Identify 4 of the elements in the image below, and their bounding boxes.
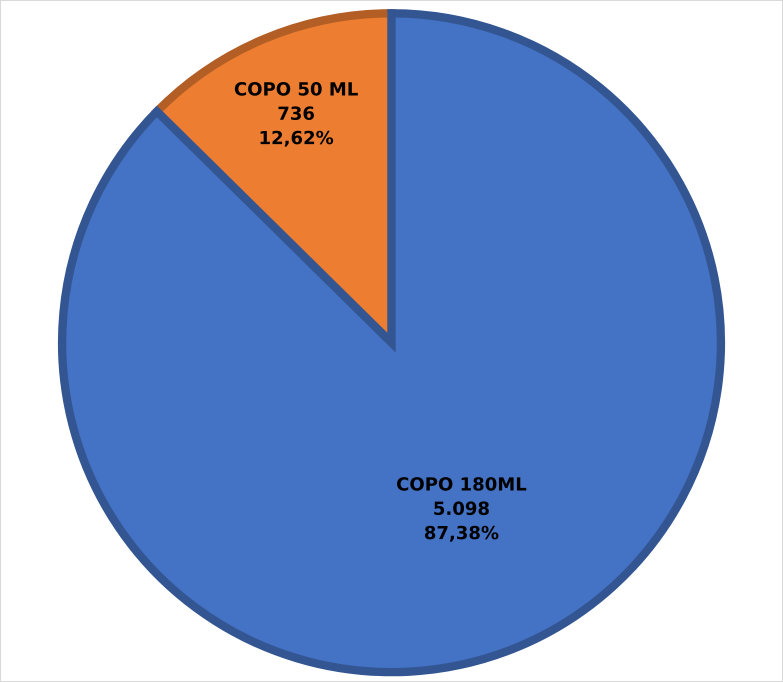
slice-label: COPO 180ML bbox=[397, 477, 526, 491]
data-label: 5.098 87,38% bbox=[424, 501, 498, 542]
data-label: 736 12,62% bbox=[260, 106, 334, 147]
slice-label: COPO 50 ML bbox=[234, 82, 358, 96]
